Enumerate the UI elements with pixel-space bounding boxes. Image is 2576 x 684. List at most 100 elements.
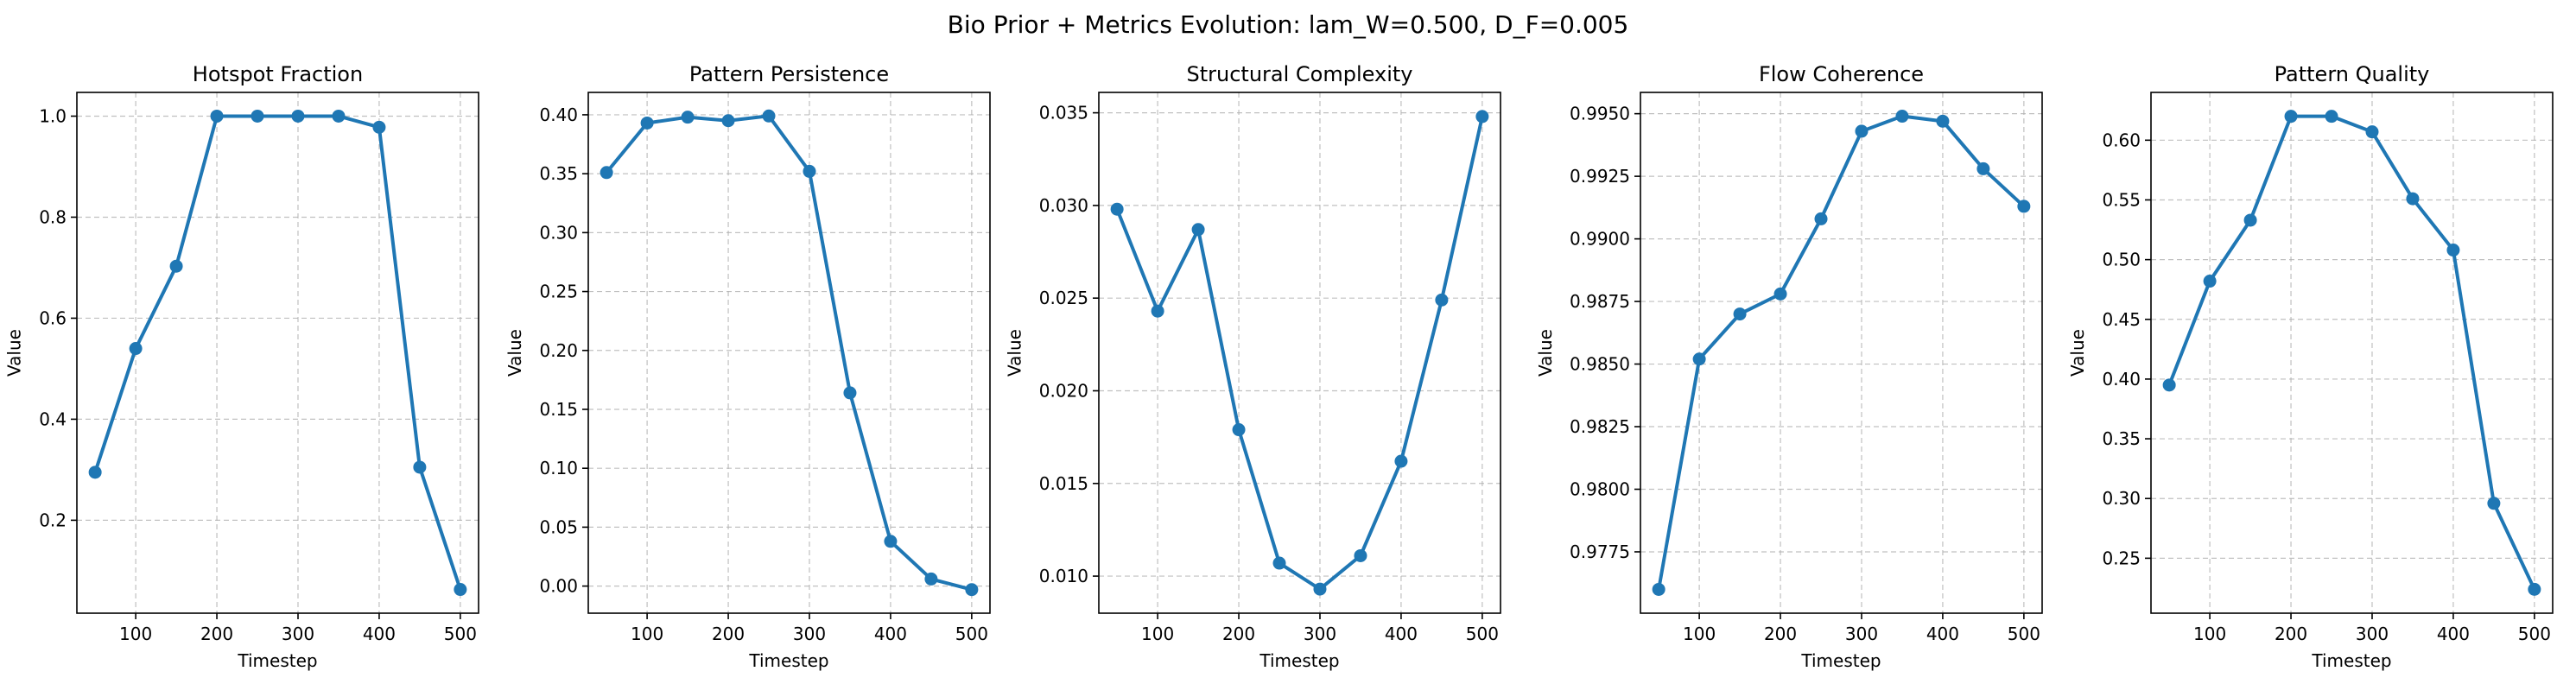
y-tick-label: 0.6 — [39, 307, 67, 328]
subplot-2: 100 200 300 400 500 0.00 0.05 0.10 0.15 0.20 0.25 0… — [504, 62, 991, 671]
x-tick-label: 500 — [955, 624, 988, 644]
grid — [2151, 92, 2553, 613]
y-tick-label: 0.9900 — [1570, 229, 1630, 250]
data-point — [681, 111, 695, 124]
data-point — [762, 109, 776, 123]
y-tick-label: 0.2 — [39, 510, 67, 530]
y-tick-label: 0.25 — [2102, 548, 2141, 568]
x-tick-label: 400 — [874, 624, 907, 644]
x-tick-label: 500 — [2518, 624, 2551, 644]
y-axis-label: Value — [1005, 329, 1025, 377]
data-point — [2243, 213, 2257, 227]
axes-frame — [76, 92, 479, 614]
data-point — [1191, 223, 1205, 237]
data-point — [1475, 110, 1489, 124]
y-axis-label: Value — [504, 329, 525, 377]
data-point — [2446, 244, 2460, 257]
subplot-3: 100 200 300 400 500 0.010 0.015 0.020 0.025 0.030… — [1005, 62, 1501, 671]
data-point — [2406, 192, 2420, 206]
data-point — [1936, 114, 1950, 128]
data-point — [1895, 110, 1909, 124]
data-point — [843, 386, 857, 400]
data-point — [924, 572, 938, 586]
data-point — [169, 259, 183, 273]
data-point — [332, 109, 346, 123]
x-tick-label: 400 — [1385, 624, 1418, 644]
y-tick-label: 0.035 — [1039, 103, 1088, 124]
x-tick-label: 300 — [282, 624, 314, 644]
data-point — [1232, 423, 1246, 437]
data-point — [210, 109, 224, 123]
y-tick-label: 0.00 — [539, 576, 578, 597]
data-point — [965, 583, 979, 597]
data-point — [251, 109, 264, 123]
figure-title: Bio Prior + Metrics Evolution: lam_W=0.5… — [948, 10, 1629, 39]
x-axis-label: Timestep — [1800, 650, 1881, 671]
y-tick-label: 0.9875 — [1570, 291, 1630, 312]
data-point — [1272, 556, 1286, 570]
subplots: 100 200 300 400 500 0.2 0.4 0.6 0.8 1.0 Hotspot Fr… — [4, 62, 2554, 671]
y-tick-label: 0.15 — [539, 399, 578, 420]
data-point — [1354, 548, 1367, 562]
y-tick-label: 0.60 — [2102, 130, 2141, 150]
data-point — [1435, 293, 1449, 307]
x-tick-label: 200 — [2275, 624, 2307, 644]
y-tick-label: 0.030 — [1039, 195, 1088, 216]
x-tick-label: 300 — [793, 624, 826, 644]
data-point — [129, 342, 143, 356]
series-line — [1115, 114, 1484, 592]
x-tick-label: 500 — [1466, 624, 1499, 644]
y-tick-label: 0.30 — [2102, 488, 2141, 509]
data-point — [2162, 378, 2176, 392]
data-point — [1976, 162, 1990, 175]
y-axis-label: Value — [1535, 329, 1556, 377]
data-point — [2284, 110, 2298, 124]
y-tick-label: 0.015 — [1039, 473, 1088, 494]
data-point — [291, 109, 305, 123]
x-axis-label: Timestep — [2311, 650, 2391, 671]
y-tick-label: 0.50 — [2102, 250, 2141, 270]
subplot-title: Flow Coherence — [1759, 62, 1924, 86]
data-point — [2487, 497, 2501, 510]
grid — [1640, 92, 2042, 613]
data-point — [1313, 582, 1327, 596]
y-tick-label: 0.4 — [39, 408, 67, 429]
data-point — [2365, 125, 2379, 139]
data-point — [372, 120, 386, 134]
subplot-title: Pattern Persistence — [689, 62, 889, 86]
data-point — [2203, 275, 2217, 288]
x-tick-label: 200 — [1222, 624, 1255, 644]
data-point — [2017, 200, 2031, 213]
data-point — [640, 116, 654, 130]
series-line — [1657, 114, 2026, 592]
grid — [1099, 92, 1501, 613]
y-tick-label: 0.9850 — [1570, 354, 1630, 375]
y-tick-label: 1.0 — [39, 105, 67, 126]
data-point — [803, 164, 816, 178]
y-tick-label: 0.35 — [2102, 428, 2141, 449]
subplot-4: 100 200 300 400 500 0.9775 0.9800 0.9825 0.9850 0… — [1535, 62, 2043, 671]
y-tick-label: 0.20 — [539, 340, 578, 361]
x-axis-label: Timestep — [237, 650, 317, 671]
data-point — [1110, 202, 1124, 216]
x-tick-label: 300 — [1845, 624, 1878, 644]
y-tick-label: 0.40 — [539, 104, 578, 125]
x-tick-label: 500 — [2008, 624, 2040, 644]
y-tick-label: 0.9825 — [1570, 416, 1630, 437]
y-tick-label: 0.55 — [2102, 189, 2141, 210]
y-tick-label: 0.9925 — [1570, 166, 1630, 187]
data-point — [88, 466, 102, 479]
x-tick-label: 500 — [444, 624, 477, 644]
data-point — [600, 166, 613, 180]
y-tick-label: 0.25 — [539, 282, 578, 302]
y-tick-label: 0.9950 — [1570, 104, 1630, 124]
y-tick-label: 0.025 — [1039, 288, 1088, 308]
x-tick-label: 300 — [1304, 624, 1336, 644]
data-point — [2325, 110, 2338, 124]
data-point — [721, 114, 735, 128]
x-axis-label: Timestep — [748, 650, 828, 671]
y-axis-label: Value — [2067, 329, 2088, 377]
data-point — [1855, 124, 1869, 138]
